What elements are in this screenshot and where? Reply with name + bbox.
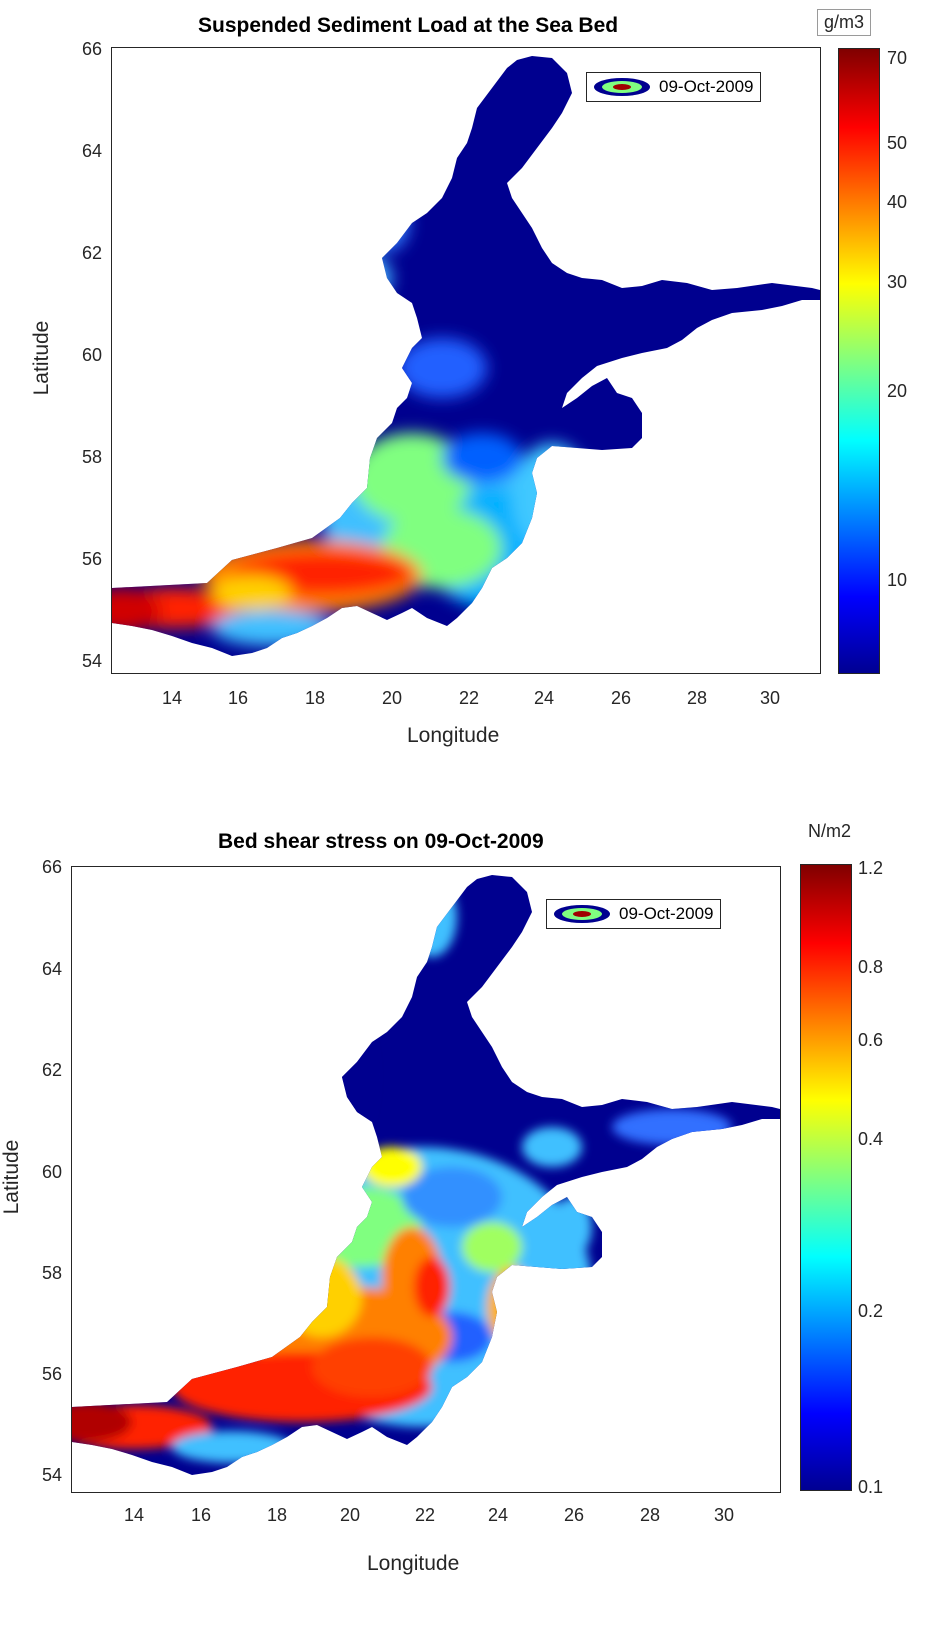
y-axis-label: Latitude	[30, 320, 53, 396]
map-legend: 09-Oct-2009	[546, 899, 721, 929]
y-tick: 58	[41, 1263, 62, 1283]
y-tick: 66	[41, 857, 62, 877]
y-tick: 62	[41, 1060, 62, 1080]
colorbar-tick: 10	[887, 570, 908, 590]
colorbar-tick: 50	[887, 133, 908, 153]
y-tick: 62	[81, 243, 102, 263]
x-tick: 22	[414, 1505, 436, 1525]
map-title: Bed shear stress on 09-Oct-2009	[218, 830, 544, 853]
x-tick: 14	[123, 1505, 145, 1525]
colorbar-tick: 70	[887, 48, 908, 68]
y-axis-label: Latitude	[0, 1139, 23, 1215]
colorbar-tick: 0.8	[858, 957, 884, 977]
x-axis-label: Longitude	[407, 724, 500, 747]
x-tick: 18	[304, 688, 326, 708]
legend-marker-icon	[554, 905, 610, 923]
x-tick: 18	[266, 1505, 288, 1525]
shear-stress-map-panel: Bed shear stress on 09-Oct-2009	[0, 815, 951, 1633]
colorbar-tick: 20	[887, 381, 908, 401]
map-plot-area: 09-Oct-2009	[112, 48, 820, 673]
x-tick: 20	[381, 688, 403, 708]
map-plot-area: 09-Oct-2009	[72, 867, 780, 1492]
x-tick: 22	[458, 688, 480, 708]
x-tick: 26	[563, 1505, 585, 1525]
colorbar-tick: 0.6	[858, 1030, 884, 1050]
x-tick: 24	[533, 688, 555, 708]
x-tick: 28	[686, 688, 708, 708]
legend-marker-icon	[594, 78, 650, 96]
y-tick: 64	[41, 959, 62, 979]
x-tick: 16	[190, 1505, 212, 1525]
colorbar	[800, 864, 852, 1491]
colorbar-tick: 40	[887, 192, 908, 212]
y-tick: 56	[81, 549, 102, 569]
colorbar-tick: 0.1	[858, 1477, 884, 1497]
x-tick: 14	[161, 688, 183, 708]
colorbar-unit: N/m2	[808, 821, 852, 841]
x-tick: 30	[759, 688, 781, 708]
y-tick: 56	[41, 1364, 62, 1384]
y-tick: 54	[81, 651, 102, 671]
x-tick: 24	[487, 1505, 509, 1525]
shear-stress-field	[72, 875, 780, 1475]
colorbar-tick: 1.2	[858, 858, 884, 878]
map-legend: 09-Oct-2009	[586, 72, 761, 102]
colorbar-tick: 30	[887, 272, 908, 292]
colorbar	[838, 48, 880, 674]
x-tick: 28	[639, 1505, 661, 1525]
colorbar-unit: g/m3	[817, 9, 872, 36]
y-tick: 58	[81, 447, 102, 467]
y-tick: 60	[81, 345, 102, 365]
x-tick: 30	[713, 1505, 735, 1525]
sediment-map-panel: Suspended Sediment Load at the Sea Bed	[0, 0, 951, 800]
colorbar-tick: 0.2	[858, 1301, 884, 1321]
legend-label: 09-Oct-2009	[619, 904, 714, 923]
x-tick: 26	[610, 688, 632, 708]
y-tick: 60	[41, 1162, 62, 1182]
colorbar-tick: 0.4	[858, 1129, 884, 1149]
x-tick: 20	[339, 1505, 361, 1525]
legend-label: 09-Oct-2009	[659, 77, 754, 96]
x-tick: 16	[227, 688, 249, 708]
y-tick: 54	[41, 1465, 62, 1485]
map-title: Suspended Sediment Load at the Sea Bed	[198, 14, 619, 37]
x-axis-label: Longitude	[367, 1552, 460, 1575]
y-tick: 64	[81, 141, 102, 161]
y-tick: 66	[81, 39, 102, 59]
sediment-field	[112, 56, 820, 656]
